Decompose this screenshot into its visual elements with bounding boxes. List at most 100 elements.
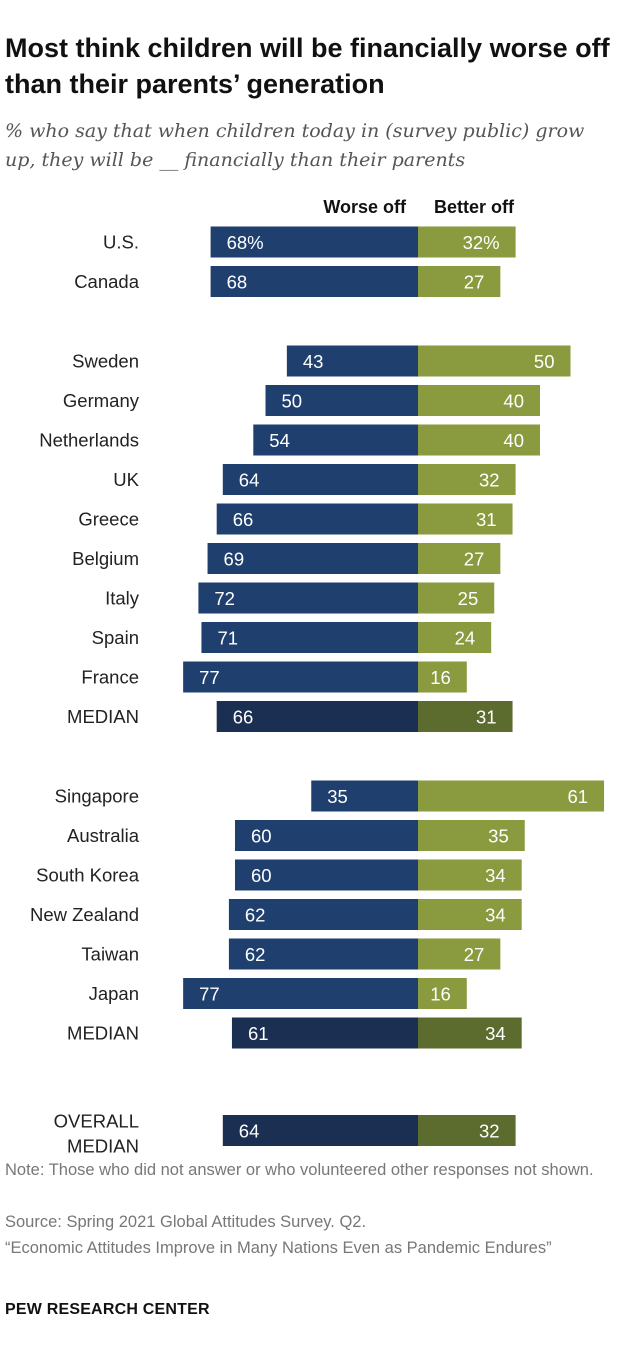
bar-better-netherlands-1 [418,424,540,456]
value-worse-uk-1: 64 [239,470,260,491]
chart-title: Most think children will be financially … [5,33,610,99]
value-worse-belgium-1: 69 [224,549,245,570]
bar-better-italy-1 [418,582,495,614]
value-worse-taiwan-2: 62 [245,944,266,965]
value-worse-sweden-1: 43 [303,351,324,372]
value-better-overall-median-3: 32 [479,1121,500,1142]
value-worse-median-2: 61 [248,1023,269,1044]
bar-worse-belgium-1 [207,543,418,574]
row-label-taiwan: Taiwan [81,944,139,965]
bar-better-taiwan-2 [418,938,501,970]
bar-worse-france-1 [183,661,418,693]
value-worse-median-1: 66 [233,707,254,728]
value-worse-south-korea-2: 60 [251,865,272,886]
value-worse-netherlands-1: 54 [269,430,290,451]
value-better-japan-2: 16 [430,984,451,1005]
value-worse-australia-2: 60 [251,826,272,847]
bar-worse-germany-1 [265,385,418,416]
value-worse-japan-2: 77 [199,984,220,1005]
value-worse-italy-1: 72 [214,588,235,609]
row-label-france: France [81,667,139,688]
bar-worse-overall-median-3 [222,1115,418,1146]
row-label-belgium: Belgium [72,548,139,569]
value-worse-new-zealand-2: 62 [245,905,266,926]
value-worse-germany-1: 50 [282,391,303,412]
value-worse-u-s-0: 68% [227,232,264,253]
note-text: Note: Those who did not answer or who vo… [5,1161,594,1179]
report-title-text: “Economic Attitudes Improve in Many Nati… [5,1239,552,1257]
bar-better-japan-2 [418,978,467,1009]
legend-better-off: Better off [434,197,515,217]
bar-worse-median-2 [231,1017,418,1049]
value-better-median-1: 31 [476,707,497,728]
value-better-netherlands-1: 40 [503,430,524,451]
bar-better-singapore-2 [418,780,605,812]
bar-better-greece-1 [418,503,513,535]
value-better-greece-1: 31 [476,509,497,530]
legend-worse-off: Worse off [323,197,407,217]
bar-better-sweden-1 [418,345,571,377]
value-worse-spain-1: 71 [217,628,238,649]
row-label-singapore: Singapore [55,786,139,807]
row-label-overall-median-2: MEDIAN [67,1136,139,1157]
row-label-median: MEDIAN [67,706,139,727]
value-better-spain-1: 24 [455,628,476,649]
value-better-uk-1: 32 [479,470,500,491]
bar-worse-taiwan-2 [228,938,418,970]
bar-better-spain-1 [418,622,492,653]
bar-better-overall-median-3 [418,1115,516,1146]
bar-worse-uk-1 [222,464,418,495]
bar-better-germany-1 [418,385,540,416]
bar-better-uk-1 [418,464,516,495]
bar-worse-new-zealand-2 [228,899,418,930]
chart-subtitle: % who say that when children today in (s… [5,120,585,171]
value-better-south-korea-2: 34 [485,865,506,886]
bar-better-median-2 [418,1017,522,1049]
value-better-belgium-1: 27 [464,549,485,570]
bar-better-belgium-1 [418,543,501,574]
row-label-japan: Japan [89,983,139,1004]
value-worse-france-1: 77 [199,667,220,688]
value-better-germany-1: 40 [503,391,524,412]
row-label-sweden: Sweden [72,351,139,372]
value-worse-greece-1: 66 [233,509,254,530]
row-label-australia: Australia [67,825,140,846]
value-better-taiwan-2: 27 [464,944,485,965]
value-better-u-s-0: 32% [463,232,500,253]
diverging-bar-chart: Worse off Better off U.S. 68% 32% Canada 68 27 S… [30,197,605,1157]
value-better-singapore-2: 61 [567,786,588,807]
value-worse-overall-median-3: 64 [239,1121,260,1142]
row-label-overall-median-1: OVERALL [54,1111,139,1132]
bar-worse-sweden-1 [286,345,418,377]
row-label-canada: Canada [74,271,140,292]
row-label-netherlands: Netherlands [39,430,139,451]
row-label-south-korea: South Korea [36,865,140,886]
value-better-italy-1: 25 [458,588,479,609]
bar-better-u-s-0 [418,226,516,258]
row-label-greece: Greece [78,509,139,530]
row-label-italy: Italy [105,588,140,609]
bar-worse-median-1 [216,701,418,732]
bar-worse-greece-1 [216,503,418,535]
bar-worse-south-korea-2 [235,859,418,891]
bar-worse-netherlands-1 [253,424,418,456]
bar-better-australia-2 [418,820,525,851]
bar-better-france-1 [418,661,467,693]
bar-worse-japan-2 [183,978,418,1009]
value-better-france-1: 16 [430,667,451,688]
source-text: Source: Spring 2021 Global Attitudes Sur… [5,1213,367,1231]
pew-research-center-logo: PEW RESEARCH CENTER [5,1301,210,1318]
value-better-median-2: 34 [485,1023,506,1044]
value-better-new-zealand-2: 34 [485,905,506,926]
bar-better-median-1 [418,701,513,732]
value-worse-canada-0: 68 [227,272,248,293]
row-label-u-s: U.S. [103,232,139,253]
bar-worse-canada-0 [210,266,418,297]
bar-better-new-zealand-2 [418,899,522,930]
row-label-uk: UK [113,469,139,490]
bar-worse-singapore-2 [311,780,418,812]
bar-worse-australia-2 [235,820,418,851]
bar-worse-spain-1 [201,622,418,653]
bar-worse-italy-1 [198,582,418,614]
row-label-germany: Germany [63,390,140,411]
